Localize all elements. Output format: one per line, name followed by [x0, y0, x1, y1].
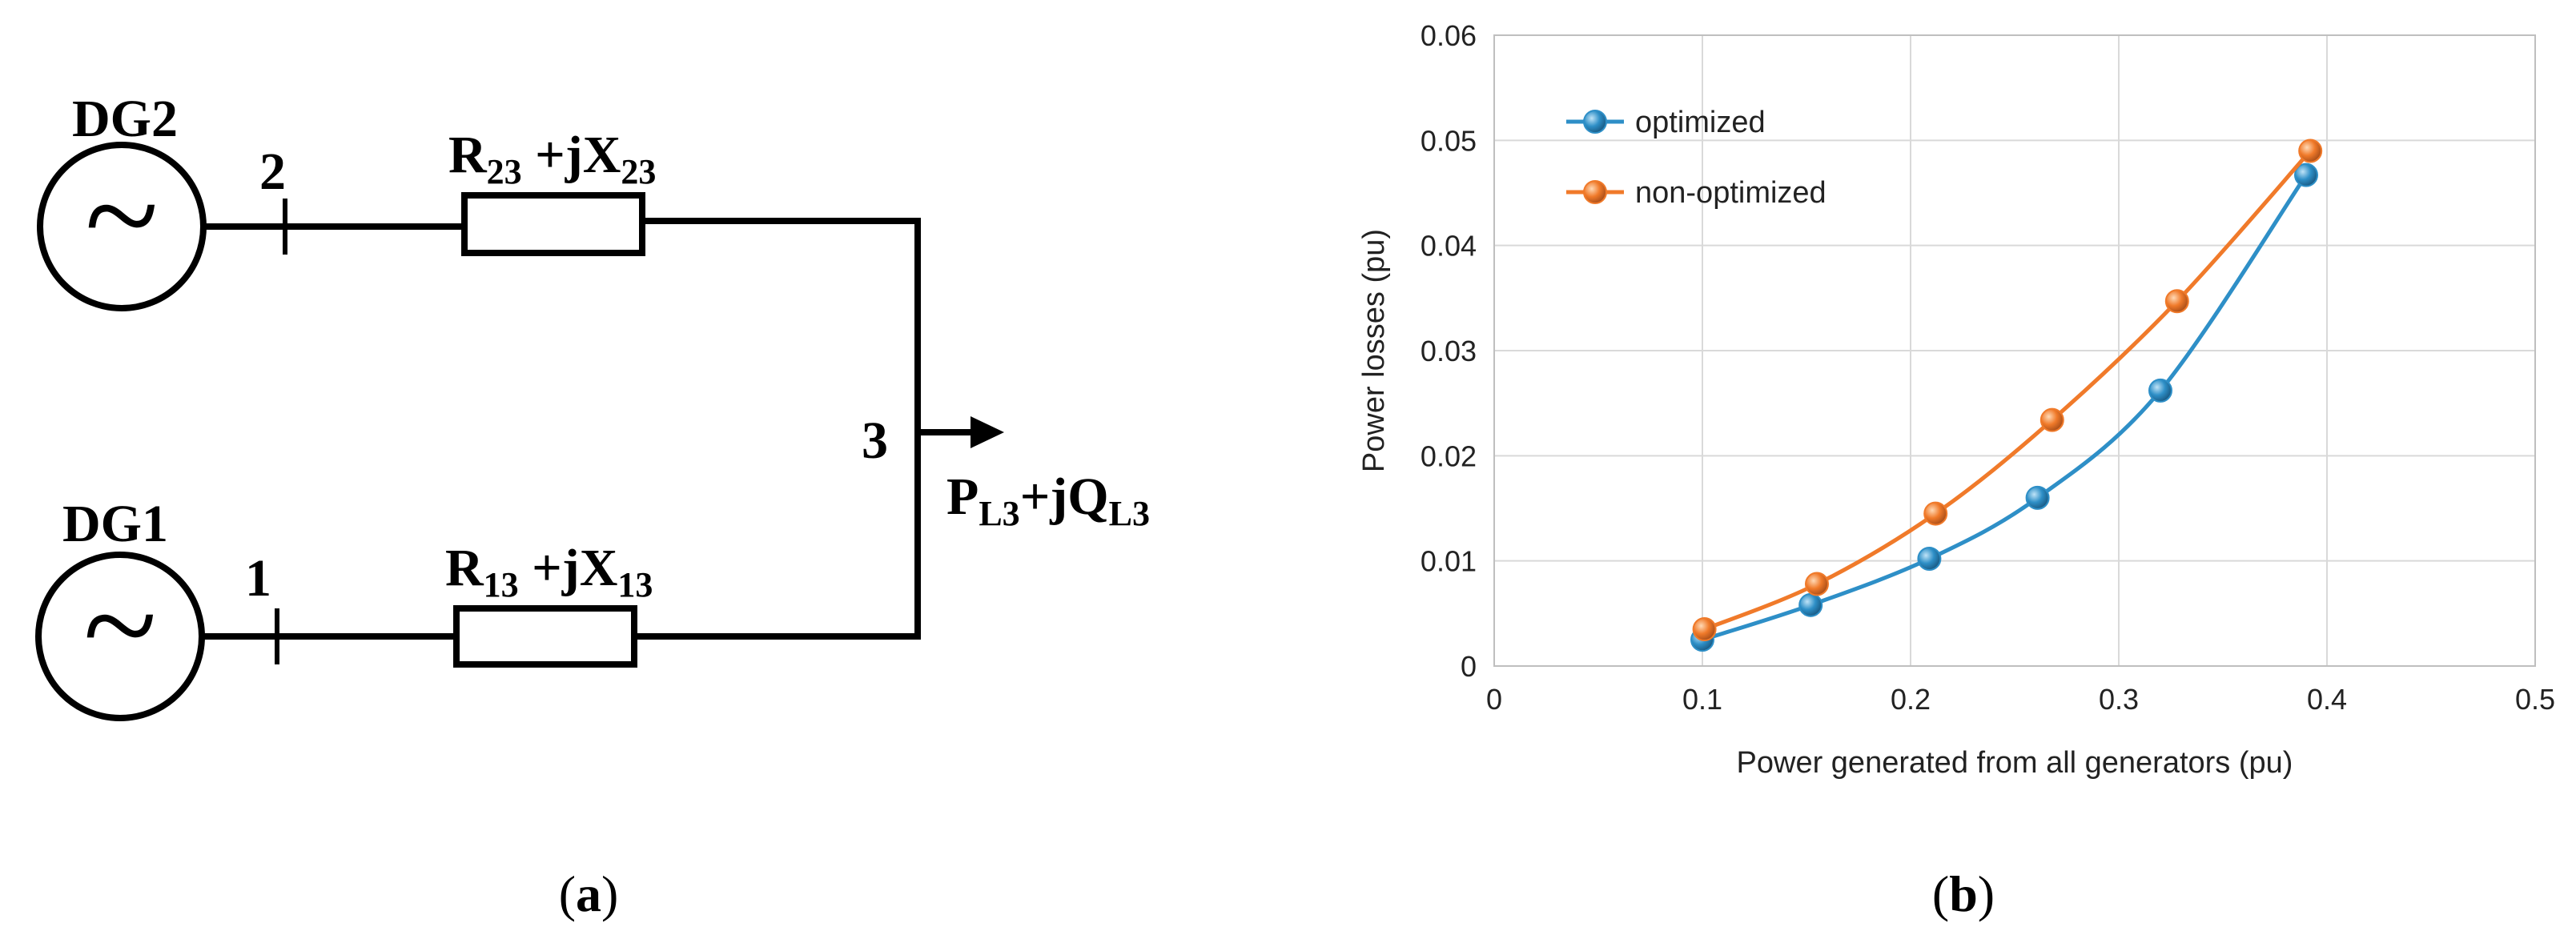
legend-label-non-optimized: non-optimized — [1635, 176, 1827, 210]
impedance-13-sub2: 13 — [617, 565, 653, 604]
load-arrow-head — [971, 416, 1004, 448]
data-point-non-optimized — [1692, 617, 1717, 642]
series-line-non-optimized — [1703, 149, 2313, 632]
y-axis-title: Power losses (pu) — [1357, 229, 1391, 472]
impedance-13-sub1: 13 — [484, 565, 519, 604]
x-axis-title: Power generated from all generators (pu) — [1737, 746, 2293, 780]
caption-b-letter: b — [1949, 865, 1978, 922]
x-tick-label: 0.5 — [2515, 683, 2555, 716]
impedance-13-label: R13 +jX13 — [445, 539, 653, 604]
bus-2-label: 2 — [259, 142, 286, 201]
data-point-non-optimized — [1923, 501, 1948, 526]
series-non-optimized — [1692, 138, 2323, 642]
bus-3-label: 3 — [862, 411, 888, 470]
y-tick-label: 0.01 — [1421, 545, 1477, 578]
impedance-23-sub1: 23 — [487, 152, 522, 191]
data-point-non-optimized — [1805, 572, 1829, 596]
data-point-optimized — [2025, 485, 2050, 510]
load-label: PL3+jQL3 — [946, 467, 1150, 533]
impedance-23-label: R23 +jX23 — [448, 126, 656, 191]
chart-series — [1690, 138, 2323, 652]
plot-border — [1493, 34, 2536, 667]
caption-a-close: ) — [601, 865, 618, 922]
y-axis-ticks: 0 0.01 0.02 0.03 0.04 0.05 0.06 — [1421, 19, 1477, 683]
series-optimized — [1690, 163, 2318, 652]
y-tick-label: 0.06 — [1421, 19, 1477, 52]
data-point-optimized — [1798, 592, 1823, 617]
load-jq: +jQ — [1020, 467, 1109, 526]
data-point-non-optimized — [2040, 407, 2064, 432]
legend-entry-non-optimized: non-optimized — [1566, 176, 1827, 210]
data-point-optimized — [2148, 378, 2172, 403]
generator-dg2-label: DG2 — [72, 90, 178, 148]
x-tick-label: 0.1 — [1682, 683, 1722, 716]
generator-dg1-label: DG1 — [62, 495, 168, 553]
load-q-sub: L3 — [1109, 494, 1150, 533]
caption-a-letter: a — [576, 865, 601, 922]
circuit-diagram — [35, 142, 1004, 721]
legend-marker-non-optimized — [1583, 180, 1607, 204]
y-tick-label: 0.02 — [1421, 439, 1477, 472]
y-tick-label: 0.03 — [1421, 335, 1477, 367]
y-tick-label: 0 — [1461, 650, 1477, 683]
x-tick-label: 0.2 — [1891, 683, 1931, 716]
impedance-23 — [461, 192, 645, 256]
caption-a: (a) — [559, 865, 619, 922]
impedance-13 — [453, 605, 637, 668]
generator-dg2-tilde: ~ — [85, 140, 159, 291]
impedance-23-jx: +jX — [522, 126, 621, 184]
caption-b-close: ) — [1978, 865, 1995, 922]
x-axis-ticks: 0 0.1 0.2 0.3 0.4 0.5 — [1486, 683, 2555, 716]
data-point-optimized — [1917, 547, 1942, 572]
caption-b: (b) — [1932, 865, 1995, 922]
legend-label-optimized: optimized — [1635, 106, 1766, 139]
line-23-to-bus3 — [633, 218, 921, 640]
x-tick-label: 0 — [1486, 683, 1502, 716]
data-point-non-optimized — [2298, 138, 2323, 163]
data-point-non-optimized — [2164, 289, 2189, 314]
chart-axes — [1493, 34, 2536, 667]
data-point-optimized — [2294, 163, 2318, 187]
loss-chart: 0 0.1 0.2 0.3 0.4 0.5 0 0.01 0.02 0.03 0.04 0.05 0.… — [1357, 19, 2555, 780]
impedance-13-jx: +jX — [519, 539, 618, 597]
impedance-13-r: R — [445, 539, 484, 597]
impedance-23-sub2: 23 — [621, 152, 656, 191]
legend-entry-optimized: optimized — [1566, 106, 1766, 139]
load-p-sub: L3 — [979, 494, 1019, 533]
chart-legend: optimized non-optimized — [1566, 106, 1827, 210]
caption-a-open: ( — [559, 865, 576, 922]
impedance-23-r: R — [448, 126, 488, 184]
caption-b-open: ( — [1932, 865, 1949, 922]
x-tick-label: 0.3 — [2099, 683, 2139, 716]
bus-1-label: 1 — [245, 549, 271, 608]
legend-marker-optimized — [1583, 110, 1607, 134]
y-tick-label: 0.04 — [1421, 230, 1477, 263]
load-p: P — [946, 467, 979, 526]
generator-dg1-tilde: ~ — [83, 550, 157, 700]
x-tick-label: 0.4 — [2307, 683, 2347, 716]
y-tick-label: 0.05 — [1421, 124, 1477, 157]
